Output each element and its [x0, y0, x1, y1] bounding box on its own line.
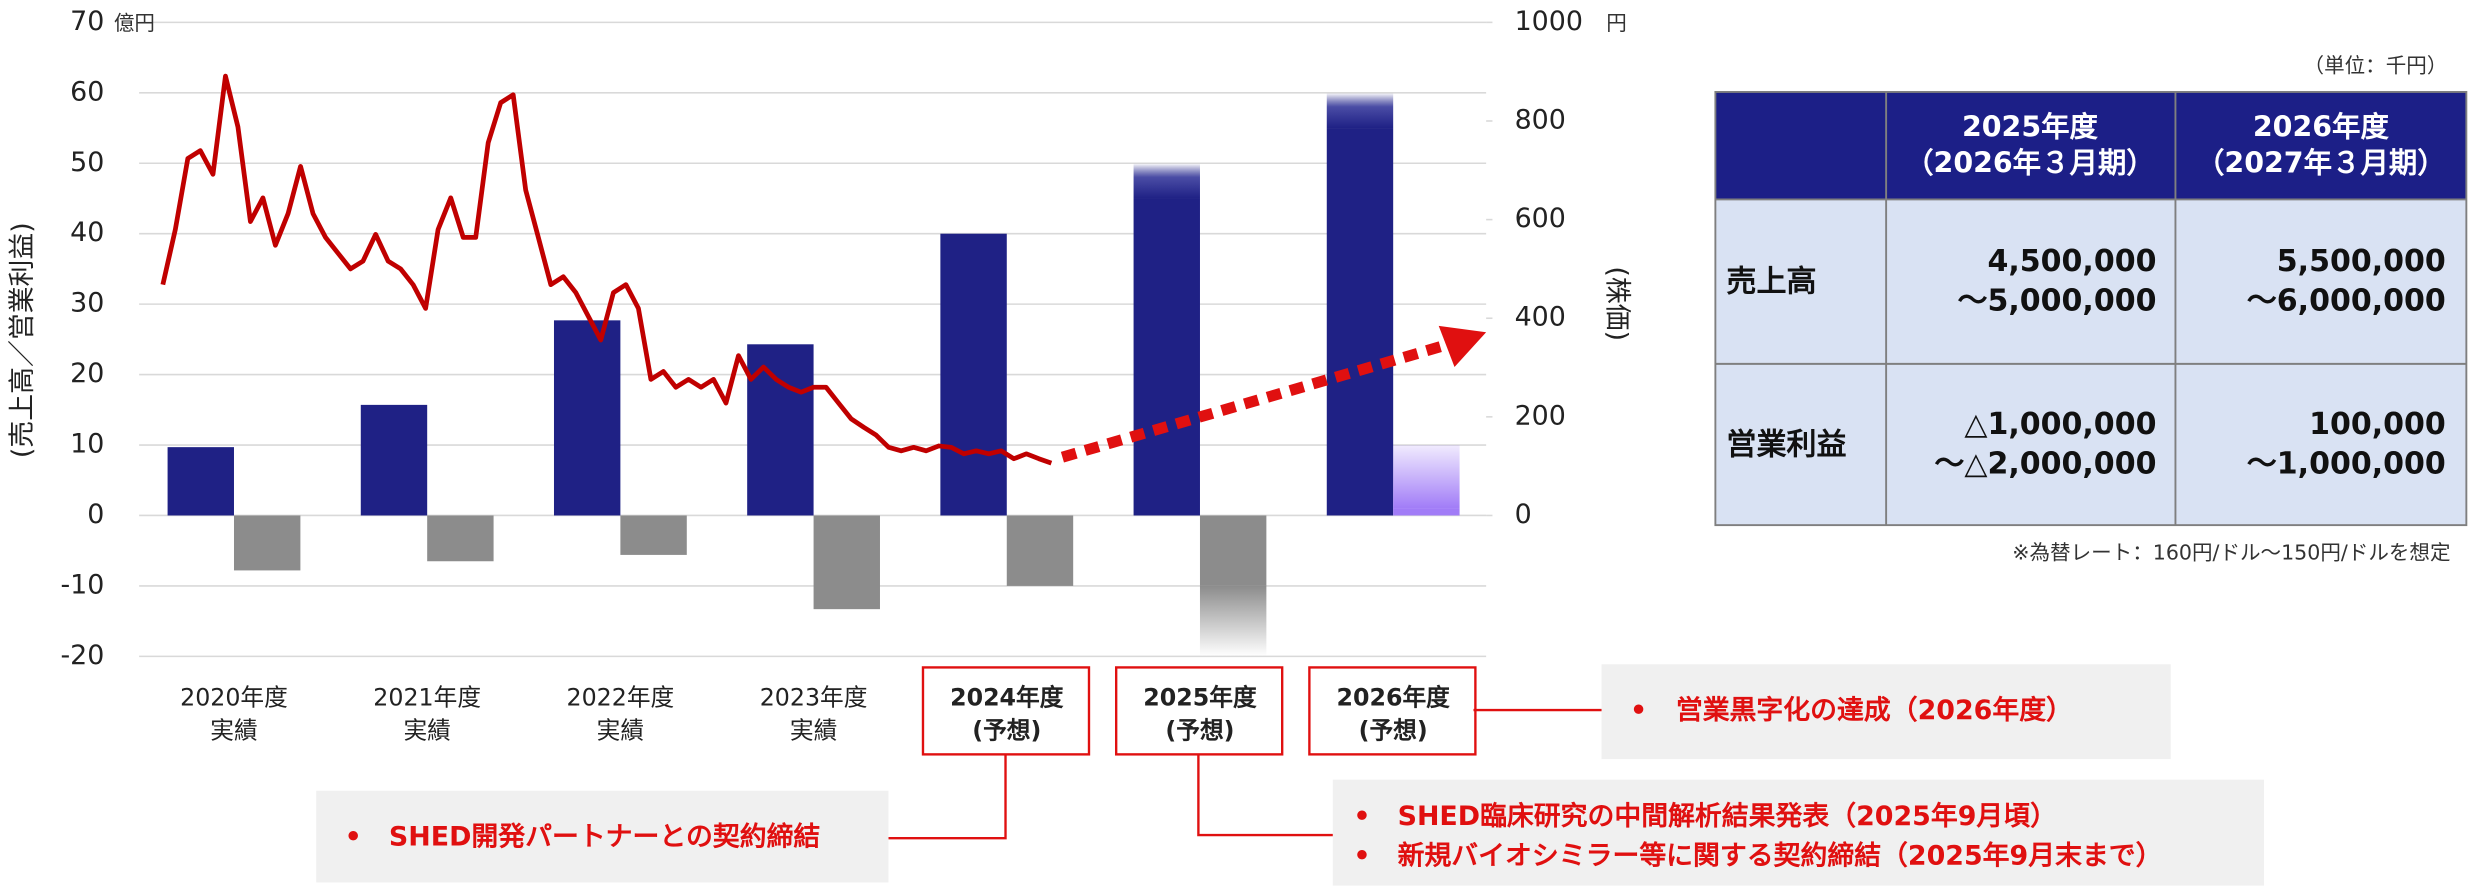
callout-box — [1601, 664, 2171, 760]
bar — [233, 515, 301, 571]
table-header — [1715, 91, 2467, 200]
table-cell: ～△2,000,000 — [1934, 447, 2156, 482]
bullet: • — [1630, 695, 1647, 726]
bar — [940, 233, 1007, 516]
x-tick-label: 2024年度 — [950, 684, 1064, 712]
bar — [1133, 198, 1200, 516]
table-cell: △1,000,000 — [1964, 407, 2156, 442]
bar — [1393, 508, 1460, 516]
table-cell: ～5,000,000 — [1957, 284, 2156, 319]
x-tick-label: (予想) — [1165, 717, 1234, 745]
x-tick-label: 実績 — [403, 717, 450, 745]
table-unit: （単位：千円） — [2304, 54, 2448, 78]
bar — [620, 515, 687, 555]
y-unit: 億円 — [114, 11, 155, 35]
table-borders — [1714, 90, 2468, 527]
table-cell: 4,500,000 — [1987, 244, 2156, 279]
x-tick-label: 2025年度 — [1143, 684, 1257, 712]
arrow-head — [1438, 325, 1487, 368]
x-tick-label: 2026年度 — [1336, 684, 1450, 712]
y2-unit: 円 — [1606, 11, 1627, 35]
y-tick-label: 30 — [70, 288, 104, 319]
y-tick-label: 40 — [70, 217, 104, 248]
connector — [888, 754, 1007, 840]
bar-range — [1199, 585, 1267, 657]
callout-box — [1332, 779, 2264, 886]
bar — [553, 320, 621, 516]
x-tick-label: 2022年度 — [567, 684, 675, 712]
table-header-cell: （2027年３月期） — [2196, 147, 2446, 180]
callout-box — [316, 790, 889, 883]
y2-tick-label: 1000 — [1515, 6, 1583, 37]
y-tick-label: 70 — [70, 6, 104, 37]
y-tick-label: -20 — [60, 640, 104, 671]
bar-range — [1133, 163, 1200, 199]
x-tick-label: 実績 — [597, 717, 644, 745]
y2-tick-label: 0 — [1515, 499, 1532, 530]
row-label: 売上高 — [1726, 265, 1816, 300]
bar — [813, 515, 880, 610]
bullet: • — [1353, 801, 1370, 832]
table-cell: 100,000 — [2309, 407, 2446, 442]
table-body — [1715, 199, 2467, 526]
x-tick-label: 実績 — [790, 717, 837, 745]
bullet: • — [1353, 841, 1370, 872]
x-tick-label: 2020年度 — [180, 684, 288, 712]
bar — [360, 404, 428, 516]
y2-tick-label: 200 — [1515, 400, 1566, 431]
trend-arrow — [1060, 339, 1449, 463]
y-tick-label: -10 — [60, 569, 104, 600]
x-tick-label: 実績 — [210, 717, 257, 745]
callout-text: 新規バイオシミラー等に関する契約締結（2025年9月末まで） — [1398, 840, 2163, 872]
callout-text: SHED開発パートナーとの契約締結 — [389, 821, 820, 853]
y-tick-label: 10 — [70, 429, 104, 460]
bar — [427, 515, 494, 562]
y-axis-label: (売上高／営業利益) — [7, 222, 38, 458]
table-cell: ～1,000,000 — [2247, 447, 2446, 482]
y2-axis-label: (株価) — [1601, 266, 1632, 341]
x-tick-label: (予想) — [1359, 717, 1428, 745]
table-header-cell: （2026年３月期） — [1905, 147, 2155, 180]
bar — [1006, 515, 1074, 586]
x-tick-label: 2021年度 — [373, 684, 481, 712]
callout-text: 営業黒字化の達成（2026年度） — [1676, 694, 2073, 726]
bar — [1199, 515, 1267, 586]
table-header-cell: 2025年度 — [1962, 110, 2099, 143]
table-note: ※為替レート：160円/ドル～150円/ドルを想定 — [2012, 541, 2450, 565]
y2-tick-label: 400 — [1515, 302, 1566, 333]
bullet: • — [345, 822, 362, 853]
y2-tick-label: 800 — [1515, 104, 1566, 135]
y2-tick-label: 600 — [1515, 203, 1566, 234]
bar-range — [1326, 92, 1394, 129]
table-cell: 5,500,000 — [2277, 244, 2446, 279]
bar-range — [1393, 445, 1460, 509]
y-tick-label: 20 — [70, 358, 104, 389]
x-tick-label: 2023年度 — [760, 684, 868, 712]
callout-text: SHED臨床研究の中間解析結果発表（2025年9月頃） — [1398, 800, 2057, 832]
y-tick-label: 50 — [70, 147, 104, 178]
table-cell: ～6,000,000 — [2247, 284, 2446, 319]
stock-line — [160, 73, 1053, 466]
bar — [167, 447, 234, 516]
y-tick-label: 60 — [70, 76, 104, 107]
y-tick-label: 0 — [87, 499, 104, 530]
x-tick-label: (予想) — [972, 717, 1041, 745]
bar — [1326, 128, 1394, 516]
table-header-cell: 2026年度 — [2253, 110, 2390, 143]
connector — [1197, 754, 1333, 837]
row-label: 営業利益 — [1726, 428, 1846, 463]
